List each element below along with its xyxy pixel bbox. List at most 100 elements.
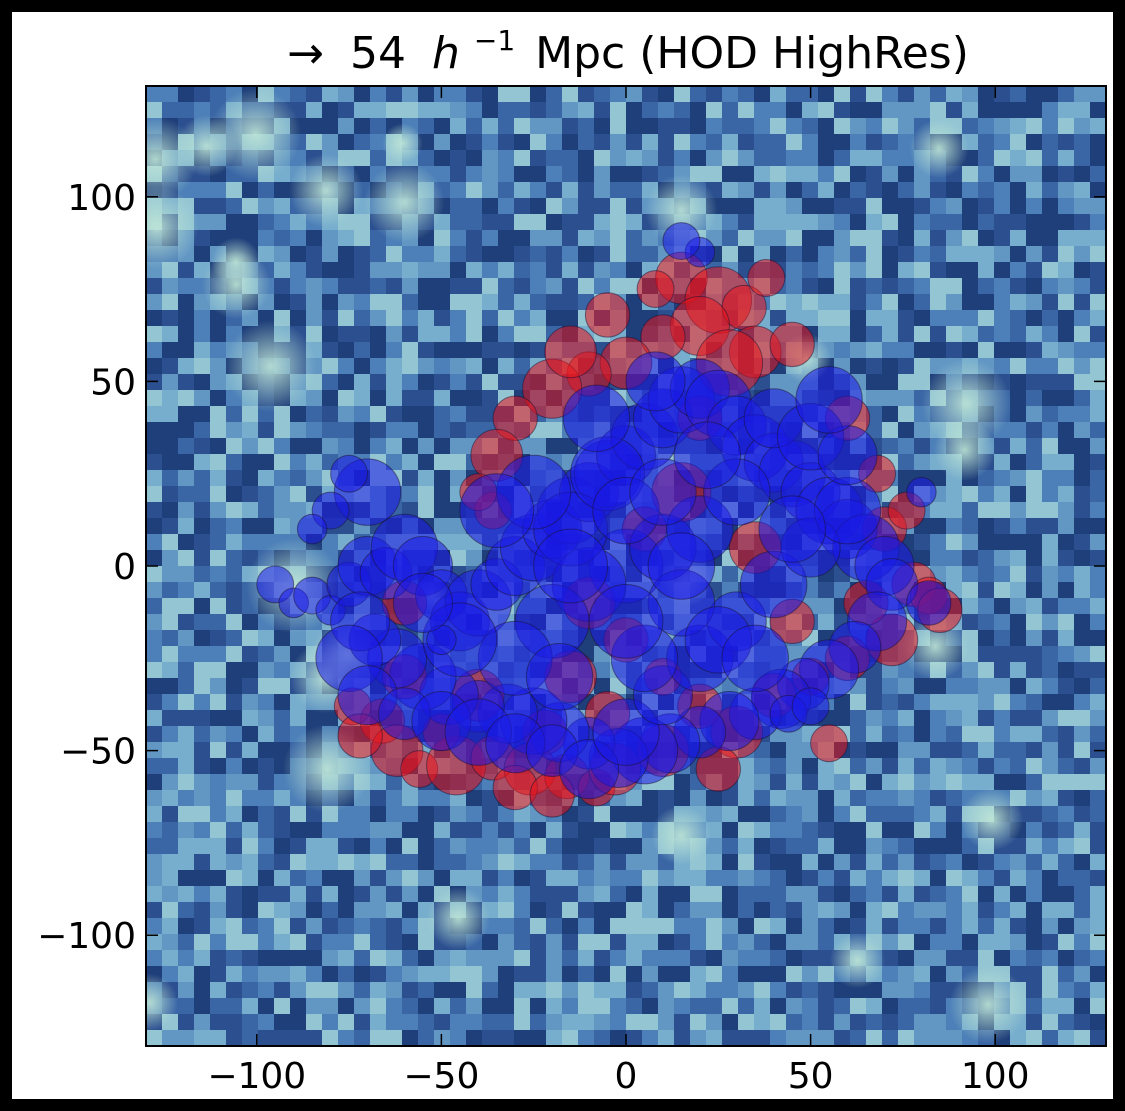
density-cell xyxy=(642,118,659,135)
density-cell xyxy=(994,214,1011,231)
density-cell xyxy=(1058,582,1075,599)
density-cell xyxy=(962,662,979,679)
density-cell xyxy=(370,374,387,391)
density-cell xyxy=(1058,182,1075,199)
density-cell xyxy=(882,310,899,327)
density-cell xyxy=(658,870,675,887)
density-cell xyxy=(962,230,979,247)
density-cell xyxy=(514,230,531,247)
density-cell xyxy=(530,166,547,183)
density-cell xyxy=(258,646,275,663)
density-cell xyxy=(1042,854,1059,871)
density-cell xyxy=(466,198,483,215)
density-cell xyxy=(562,1014,579,1031)
density-cell xyxy=(1058,838,1075,855)
density-cell xyxy=(898,102,915,119)
x-axis: −100 −50 0 50 100 xyxy=(207,86,1030,1097)
density-cell xyxy=(498,1030,515,1046)
density-cell xyxy=(1042,326,1059,343)
density-cell xyxy=(194,422,211,439)
density-cell xyxy=(1058,326,1075,343)
density-cell xyxy=(978,710,995,727)
density-cell xyxy=(1074,726,1091,743)
density-cell xyxy=(322,134,339,151)
density-cell xyxy=(994,582,1011,599)
density-cell xyxy=(738,998,755,1015)
density-cell xyxy=(466,374,483,391)
density-cell xyxy=(1090,902,1106,919)
density-cell xyxy=(914,182,931,199)
density-cell xyxy=(1042,150,1059,167)
density-cell xyxy=(930,934,947,951)
density-cell xyxy=(1010,262,1027,279)
density-cell xyxy=(978,678,995,695)
data-point xyxy=(673,421,741,489)
density-cell xyxy=(946,710,963,727)
density-cell xyxy=(146,454,163,471)
density-cell xyxy=(946,678,963,695)
density-cell xyxy=(706,918,723,935)
density-cell xyxy=(1058,886,1075,903)
density-cell xyxy=(354,934,371,951)
density-cell xyxy=(146,374,163,391)
density-cell xyxy=(274,982,291,999)
density-cell xyxy=(1058,982,1075,999)
density-cell xyxy=(562,822,579,839)
density-cell xyxy=(498,870,515,887)
density-cell xyxy=(514,934,531,951)
density-cell xyxy=(882,838,899,855)
density-cell xyxy=(546,102,563,119)
density-cell xyxy=(498,198,515,215)
density-cell xyxy=(850,182,867,199)
density-cell xyxy=(754,198,771,215)
density-cell xyxy=(898,806,915,823)
density-cell xyxy=(466,102,483,119)
density-cell xyxy=(290,1030,307,1046)
density-cell xyxy=(1058,102,1075,119)
density-cell xyxy=(610,806,627,823)
density-cell xyxy=(802,118,819,135)
density-cell xyxy=(738,198,755,215)
density-cell xyxy=(626,870,643,887)
density-cell xyxy=(146,790,163,807)
density-cell xyxy=(818,886,835,903)
density-cell xyxy=(338,1014,355,1031)
density-cell xyxy=(498,150,515,167)
density-cell xyxy=(1042,342,1059,359)
density-highlight xyxy=(289,153,363,228)
density-cell xyxy=(1090,246,1106,263)
density-cell xyxy=(466,342,483,359)
density-cell xyxy=(514,342,531,359)
density-cell xyxy=(1090,534,1106,551)
density-cell xyxy=(498,246,515,263)
density-cell xyxy=(1026,342,1043,359)
density-cell xyxy=(850,294,867,311)
density-cell xyxy=(370,278,387,295)
density-cell xyxy=(1026,470,1043,487)
density-cell xyxy=(866,822,883,839)
density-cell xyxy=(162,966,179,983)
density-cell xyxy=(834,214,851,231)
density-cell xyxy=(1010,406,1027,423)
density-cell xyxy=(338,230,355,247)
density-cell xyxy=(610,182,627,199)
density-cell xyxy=(1026,422,1043,439)
density-cell xyxy=(866,838,883,855)
density-cell xyxy=(354,886,371,903)
density-cell xyxy=(1010,726,1027,743)
density-cell xyxy=(450,406,467,423)
density-cell xyxy=(546,278,563,295)
density-cell xyxy=(626,214,643,231)
density-cell xyxy=(898,358,915,375)
density-cell xyxy=(546,918,563,935)
density-cell xyxy=(242,454,259,471)
density-cell xyxy=(1010,870,1027,887)
density-cell xyxy=(626,934,643,951)
density-cell xyxy=(978,118,995,135)
density-cell xyxy=(370,822,387,839)
density-cell xyxy=(466,950,483,967)
density-cell xyxy=(194,742,211,759)
density-cell xyxy=(466,406,483,423)
density-cell xyxy=(1074,406,1091,423)
density-cell xyxy=(514,806,531,823)
